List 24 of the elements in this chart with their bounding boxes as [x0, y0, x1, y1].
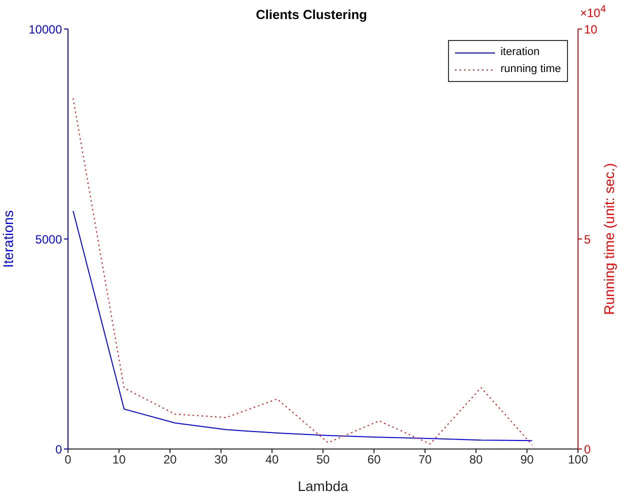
- x-axis-title: Lambda: [298, 478, 349, 494]
- y-tick-label: 10000: [28, 22, 62, 36]
- y-axis-title: Iterations: [0, 210, 16, 268]
- legend-label: iteration: [500, 45, 540, 60]
- text: ×10$^{4}$: [580, 4, 606, 20]
- y-tick-label: 0: [55, 442, 62, 456]
- line-series: [72, 98, 533, 446]
- legend-label: running time: [500, 62, 561, 77]
- y2-axis-title: Running time (unit: sec.): [600, 163, 617, 315]
- y2-tick-label: 10: [584, 22, 598, 36]
- x-tick-label: 40: [265, 452, 279, 467]
- x-tick-label: 50: [316, 452, 330, 467]
- y2-tick-label: 5: [584, 232, 591, 246]
- x-tick-label: 70: [418, 452, 432, 467]
- x-tick-label: 60: [367, 452, 381, 467]
- x-tick-label: 90: [520, 452, 534, 467]
- x-tick-label: 80: [469, 452, 483, 467]
- y-tick-label: 5000: [35, 232, 62, 246]
- x-tick-label: 10: [112, 452, 126, 467]
- x-tick-label: 20: [163, 452, 177, 467]
- chart-title: Clients Clustering: [256, 7, 368, 22]
- line-series: [72, 210, 533, 442]
- x-tick-label: 30: [214, 452, 228, 467]
- x-tick-label: 0: [64, 452, 72, 467]
